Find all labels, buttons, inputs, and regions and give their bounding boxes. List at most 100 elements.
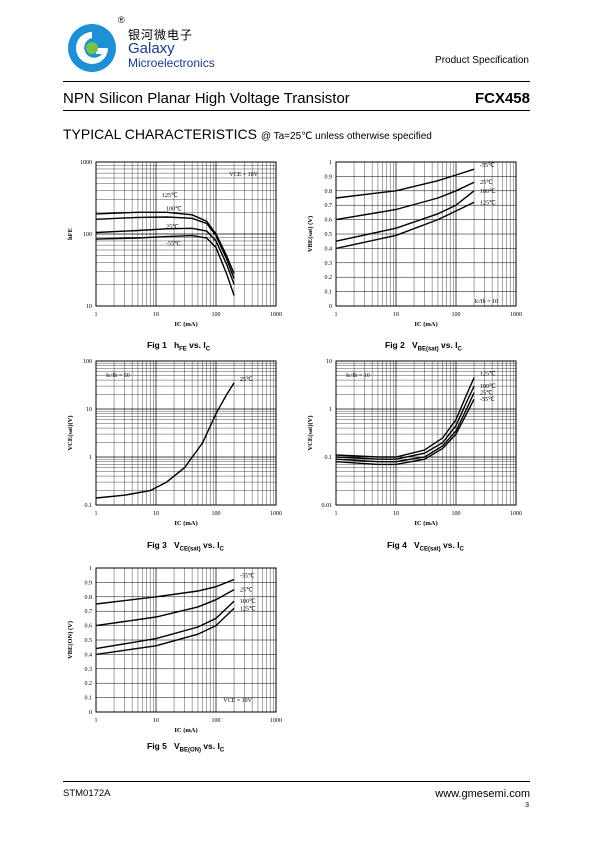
- fig5-ytick: 0.9: [85, 580, 93, 586]
- fig3-ylabel: VCE(sat)(V): [67, 415, 74, 450]
- fig2-xtick: 1: [335, 312, 338, 318]
- fig4-ytick: 0.1: [325, 455, 333, 461]
- fig3-ytick: 100: [83, 359, 92, 365]
- fig5-series-line: [95, 600, 235, 650]
- fig2-ytick: 0: [329, 304, 332, 310]
- fig5-xtick: 1000: [270, 718, 282, 724]
- fig2-ylabel: VBE(sat) (V): [307, 216, 314, 252]
- chart-fig4: 1 10 100 1000 0.01 0.1 1 10 IC (mA) VCE(sat)(V) Ic…: [302, 355, 537, 540]
- fig5-series-label: 125℃: [240, 606, 256, 612]
- fig2-frame: [335, 161, 517, 307]
- caption-fig5-b: vs. I: [200, 741, 220, 751]
- fig3-xtick: 100: [212, 511, 221, 517]
- section-heading-text: TYPICAL CHARACTERISTICS: [63, 126, 257, 142]
- fig1-annotation: VCE = 10V: [229, 172, 258, 178]
- caption-fig4-sub-b: C: [459, 546, 464, 553]
- fig4-ytick: 10: [326, 359, 332, 365]
- fig5-xtick: 100: [212, 718, 221, 724]
- fig1-xtick: 100: [212, 312, 221, 318]
- chart-fig5-svg: 1 10 100 1000 0 0.1 0.2 0.3 0.4 0.5 0.6 0.7 0.8 0.9 1 I…: [67, 566, 282, 734]
- caption-fig4: Fig 4 VCE(sat) vs. IC: [387, 540, 464, 553]
- fig2-series-label: -55℃: [480, 163, 495, 169]
- footer-rule: [63, 781, 530, 782]
- fig4-xtick: 1000: [510, 511, 522, 517]
- fig5-ytick: 0.8: [85, 595, 93, 601]
- fig5-frame: [95, 567, 277, 713]
- fig1-xlabel: IC (mA): [174, 321, 197, 328]
- caption-fig2-b: vs. I: [438, 340, 458, 350]
- fig5-series-label: -55℃: [240, 574, 255, 580]
- caption-fig4-a: V: [413, 540, 420, 550]
- fig5-series-line: [95, 588, 235, 627]
- fig1-ytick: 100: [83, 232, 92, 238]
- fig5-ytick: 0.7: [85, 609, 93, 615]
- fig2-ytick: 0.9: [325, 174, 333, 180]
- fig3-ytick: 10: [86, 407, 92, 413]
- caption-fig3-sub-b: C: [219, 546, 224, 553]
- caption-fig1-sub-a: FE: [179, 346, 187, 353]
- caption-fig2: Fig 2 VBE(sat) vs. IC: [385, 340, 462, 353]
- part-number: FCX458: [474, 90, 530, 107]
- fig3-grid: [95, 361, 276, 506]
- caption-fig4-num: Fig 4: [387, 540, 407, 550]
- chart-fig4-svg: 1 10 100 1000 0.01 0.1 1 10 IC (mA) VCE(sat)(V) Ic…: [307, 359, 522, 527]
- caption-fig5-num: Fig 5: [147, 741, 167, 751]
- fig2-xtick: 1000: [510, 312, 522, 318]
- fig2-series-line: [335, 201, 475, 250]
- fig1-series-line: [95, 211, 235, 275]
- fig4-series-line: [335, 398, 475, 466]
- fig2-ytick: 0.5: [325, 232, 333, 238]
- fig5-series-line: [95, 607, 235, 656]
- fig2-ytick: 0.3: [325, 261, 333, 267]
- fig5-series-line: [95, 578, 235, 605]
- fig5-ytick: 0: [89, 710, 92, 716]
- brand-chinese-name: 银河微电子: [128, 28, 194, 42]
- fig4-series-label: 125℃: [480, 372, 496, 378]
- fig1-ylabel: hFE: [67, 228, 74, 240]
- caption-fig3-num: Fig 3: [147, 540, 167, 550]
- fig5-series-label: 100℃: [240, 599, 256, 605]
- fig2-series-line: [335, 190, 475, 242]
- fig5-ytick: 0.3: [85, 667, 93, 673]
- caption-fig1-a: h: [173, 340, 180, 350]
- caption-fig5-sub-b: C: [219, 747, 225, 754]
- fig3-frame: [95, 360, 277, 506]
- fig2-series-line: [335, 181, 475, 221]
- fig3-ytick: 0.1: [85, 503, 93, 509]
- fig5-xtick: 10: [153, 718, 159, 724]
- website-link[interactable]: www.gmesemi.com: [435, 788, 530, 800]
- fig2-annotation: Ic/Ib = 10: [474, 299, 498, 305]
- fig3-xtick: 1: [95, 511, 98, 517]
- fig3-ytick: 1: [89, 455, 92, 461]
- fig4-series-line: [335, 377, 475, 458]
- fig1-series-label: 25℃: [166, 224, 179, 230]
- chart-fig1: 1 10 100 1000 10 100 1000 IC (mA) hFE VCE = 10V 12…: [62, 156, 297, 341]
- fig3-xtick: 1000: [270, 511, 282, 517]
- fig2-xtick: 100: [452, 312, 461, 318]
- brand-name-line2: Microelectronics: [128, 56, 215, 70]
- brand-name-line1: Galaxy: [128, 40, 175, 57]
- fig4-series-label: 100℃: [480, 384, 496, 390]
- caption-fig2-a: V: [411, 340, 418, 350]
- caption-fig5: Fig 5 VBE(ON) vs. IC: [147, 741, 224, 754]
- company-logo: [68, 24, 116, 72]
- caption-fig1-num: Fig 1: [147, 340, 167, 350]
- fig4-ylabel: VCE(sat)(V): [307, 415, 314, 450]
- fig1-frame: [95, 161, 277, 307]
- product-spec-label: Product Specification: [435, 55, 529, 66]
- fig4-xtick: 10: [393, 511, 399, 517]
- chart-fig2-svg: 1 10 100 1000 0 0.1 0.2 0.3 0.4 0.5 0.6 0.7 0.8 0.9 1 I…: [307, 160, 522, 328]
- fig1-series-line: [95, 227, 235, 285]
- fig2-series-label: 100℃: [480, 189, 496, 195]
- fig2-series-label: 125℃: [480, 200, 496, 206]
- fig1-ytick: 1000: [80, 160, 92, 166]
- fig2-xtick: 10: [393, 312, 399, 318]
- caption-fig1-sub-b: C: [205, 346, 211, 353]
- part-description: NPN Silicon Planar High Voltage Transist…: [63, 90, 350, 107]
- fig1-grid: [95, 162, 276, 307]
- fig5-ytick: 0.1: [85, 696, 93, 702]
- caption-fig5-a: V: [173, 741, 180, 751]
- fig5-xtick: 1: [95, 718, 98, 724]
- caption-fig5-sub-a: BE(ON): [179, 747, 201, 754]
